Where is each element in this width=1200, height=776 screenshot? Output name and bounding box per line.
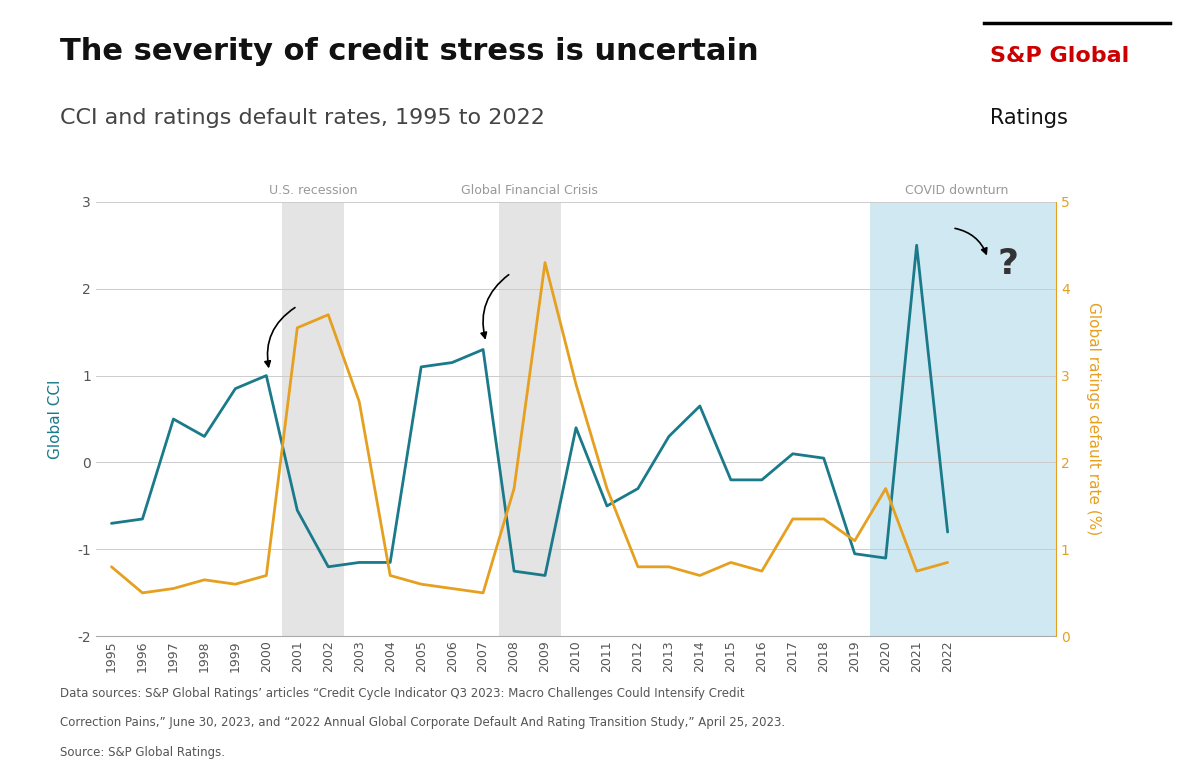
- Text: CCI and ratings default rates, 1995 to 2022: CCI and ratings default rates, 1995 to 2…: [60, 108, 545, 128]
- Bar: [498, 202, 560, 636]
- Bar: [870, 202, 1056, 636]
- Text: COVID downturn: COVID downturn: [905, 184, 1008, 196]
- Text: ?: ?: [997, 248, 1018, 282]
- Text: U.S. recession: U.S. recession: [269, 184, 358, 196]
- Text: Ratings: Ratings: [990, 108, 1068, 128]
- Bar: [282, 202, 343, 636]
- Text: Correction Pains,” June 30, 2023, and “2022 Annual Global Corporate Default And : Correction Pains,” June 30, 2023, and “2…: [60, 716, 785, 729]
- Y-axis label: Global ratings default rate (%): Global ratings default rate (%): [1086, 303, 1102, 535]
- Text: Source: S&P Global Ratings.: Source: S&P Global Ratings.: [60, 746, 226, 759]
- Y-axis label: Global CCI: Global CCI: [48, 379, 64, 459]
- Text: The severity of credit stress is uncertain: The severity of credit stress is uncerta…: [60, 37, 758, 66]
- Text: Global Financial Crisis: Global Financial Crisis: [461, 184, 598, 196]
- Text: S&P Global: S&P Global: [990, 46, 1129, 66]
- Text: Data sources: S&P Global Ratings’ articles “Credit Cycle Indicator Q3 2023: Macr: Data sources: S&P Global Ratings’ articl…: [60, 687, 745, 700]
